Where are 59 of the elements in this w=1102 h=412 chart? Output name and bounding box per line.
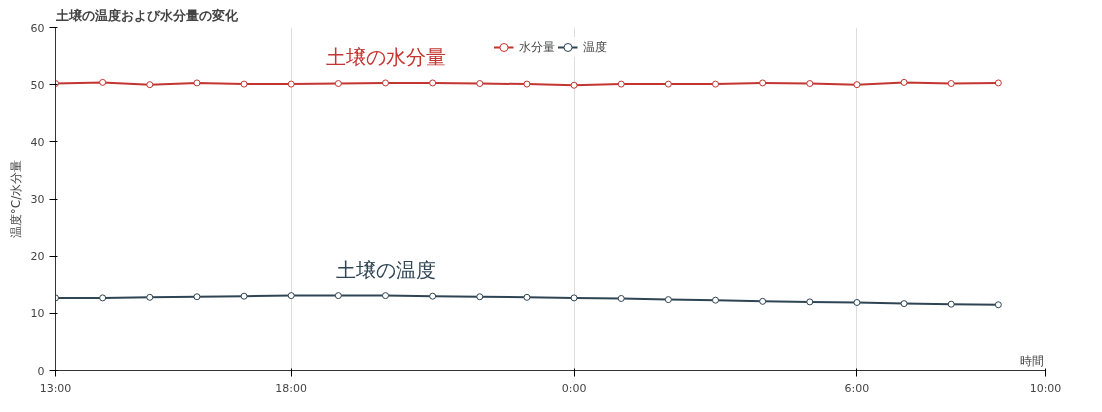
x-tick-label: 10:00 <box>1029 381 1062 395</box>
point <box>570 81 578 89</box>
point <box>523 293 531 301</box>
point <box>759 79 767 87</box>
legend-label: 水分量 <box>518 38 555 56</box>
point <box>994 301 1002 309</box>
point <box>193 79 201 87</box>
point <box>853 81 861 89</box>
point <box>994 79 1002 87</box>
point <box>334 292 342 300</box>
point <box>240 292 248 300</box>
point <box>429 79 437 87</box>
y-tick-label: 20 <box>30 250 45 264</box>
point <box>806 298 814 306</box>
y-tick-label: 30 <box>30 193 45 206</box>
point <box>664 296 672 304</box>
point <box>617 294 625 302</box>
point <box>334 80 342 88</box>
y-tick-label: 50 <box>30 78 45 92</box>
annotation: 土壌の水分量 <box>325 44 446 69</box>
point <box>570 294 578 302</box>
point <box>287 80 295 88</box>
point <box>146 81 154 89</box>
point <box>947 300 955 308</box>
point <box>523 80 531 88</box>
point <box>146 293 154 301</box>
x-tick-label: 18:00 <box>275 381 308 395</box>
y-tick-label: 60 <box>30 21 45 35</box>
point <box>712 296 719 304</box>
point <box>99 294 107 302</box>
point <box>947 80 955 88</box>
y-tick-label: 40 <box>30 135 45 149</box>
point <box>617 80 625 88</box>
point <box>806 80 814 88</box>
point <box>712 80 719 88</box>
point <box>900 78 908 86</box>
y-tick-label: 0 <box>37 364 45 378</box>
point <box>429 292 437 300</box>
point <box>476 80 484 88</box>
point <box>853 298 861 306</box>
legend-label: 温度 <box>582 38 607 56</box>
point <box>759 297 767 305</box>
x-axis-title: 時間 <box>1019 353 1044 368</box>
x-tick-label: 13:00 <box>39 381 72 395</box>
x-tick-label: 0:00 <box>561 381 587 395</box>
annotation: 土壌の温度 <box>335 257 436 282</box>
point <box>664 80 672 88</box>
point <box>476 293 484 301</box>
point <box>900 300 908 308</box>
chart-title: 土壌の温度および水分量の変化 <box>54 7 239 23</box>
point <box>287 292 295 300</box>
point <box>193 293 201 301</box>
point <box>240 80 248 88</box>
y-tick-label: 10 <box>30 307 45 321</box>
x-tick-label: 6:00 <box>844 381 870 395</box>
point <box>99 78 107 86</box>
y-axis-title: 温度°C/水分量 <box>8 159 23 239</box>
point <box>382 79 389 87</box>
point <box>382 292 389 300</box>
